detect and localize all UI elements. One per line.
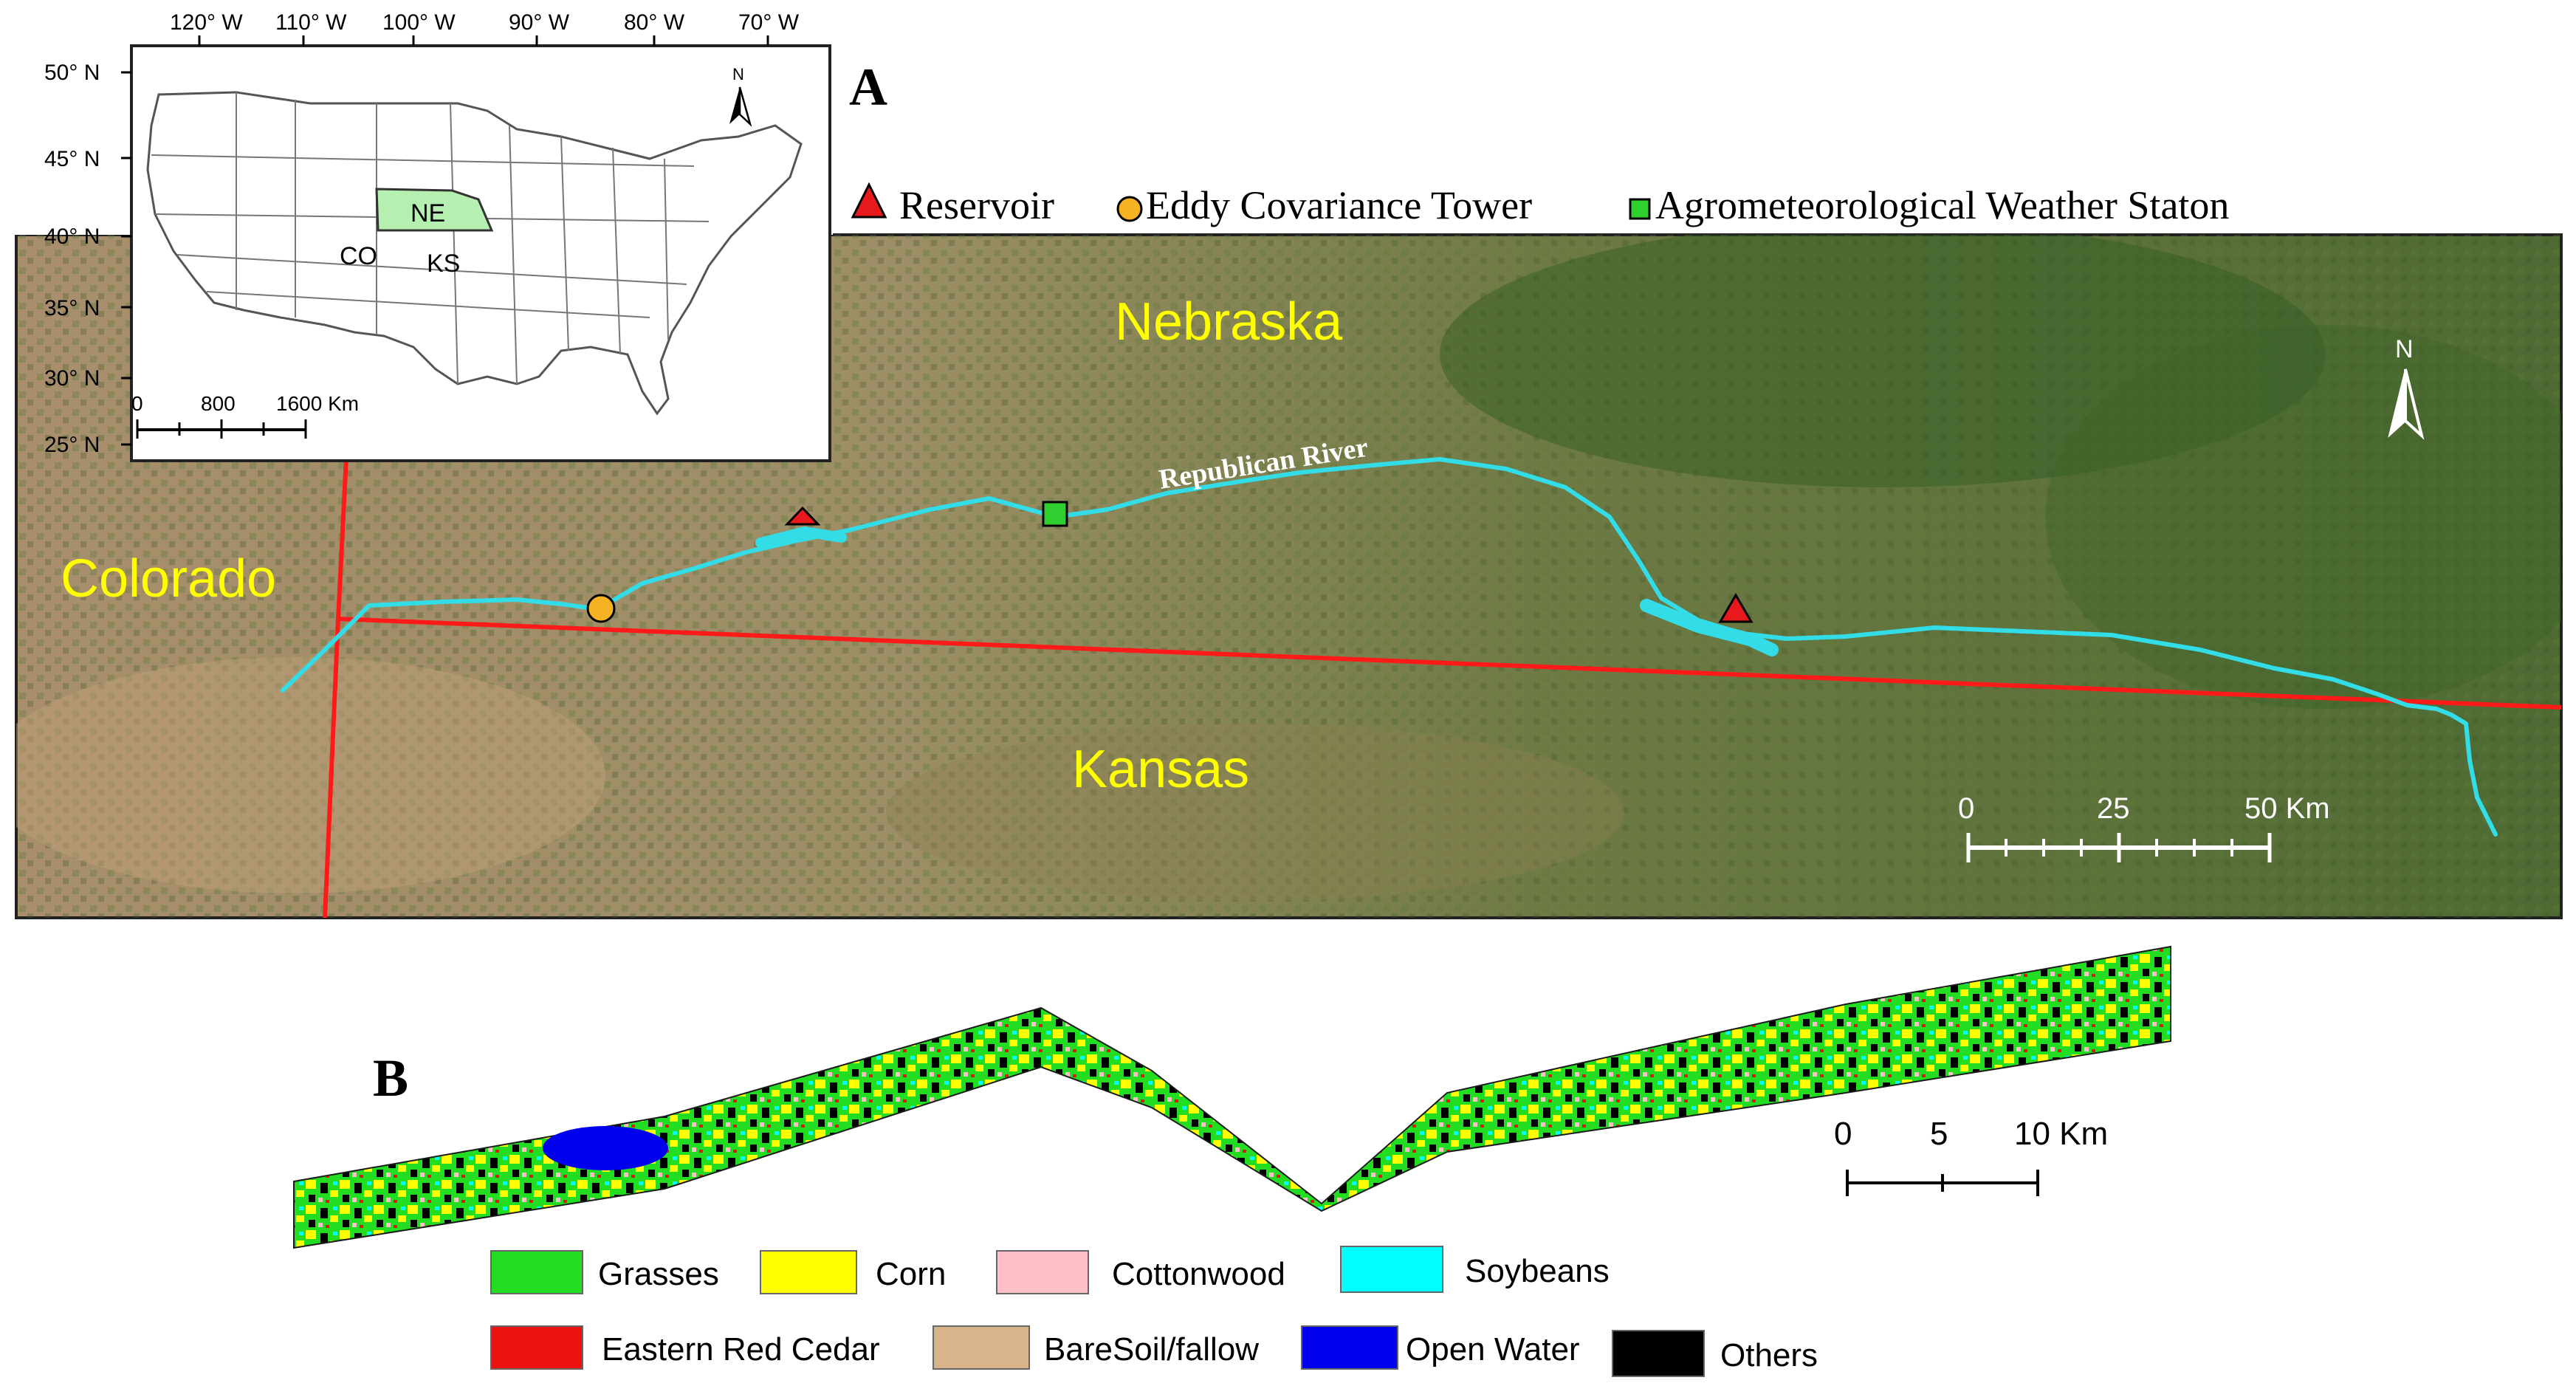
svg-text:Reservoir: Reservoir	[899, 183, 1054, 227]
state-borders	[323, 442, 2562, 919]
nebraska-label: Nebraska	[1115, 292, 1343, 351]
svg-text:50 Km: 50 Km	[2244, 792, 2330, 825]
lon-label: 100° W	[382, 10, 456, 35]
inset-map: 120° W 110° W 100° W 90° W 80° W 70° W 5…	[0, 0, 833, 462]
svg-text:5: 5	[1930, 1116, 1948, 1152]
nebraska-highlight	[375, 188, 494, 232]
legend-baresoil-fallow: BareSoil/fallow	[932, 1325, 1259, 1370]
svg-text:Others: Others	[1720, 1337, 1818, 1373]
svg-text:Agrometeorological Weather Sta: Agrometeorological Weather Staton	[1655, 183, 2229, 227]
legend-eastern-red-cedar: Eastern Red Cedar	[490, 1325, 880, 1370]
svg-text:800: 800	[201, 392, 236, 415]
svg-text:0: 0	[1958, 792, 1974, 825]
lat-label: 25° N	[44, 433, 100, 457]
open-water-patch	[543, 1126, 668, 1170]
legend-others: Others	[1612, 1330, 1818, 1377]
north-arrow-icon: N	[2388, 335, 2425, 440]
svg-text:1600 Km: 1600 Km	[276, 392, 359, 415]
classification-scale-bar: 0 5 10 Km	[1834, 1116, 2108, 1196]
svg-text:0: 0	[1834, 1116, 1852, 1152]
inset-north-arrow-icon: N	[729, 65, 752, 127]
lon-label: 120° W	[170, 10, 243, 35]
ks-label: KS	[427, 250, 460, 278]
svg-text:N: N	[2395, 335, 2414, 363]
colorado-label: Colorado	[61, 549, 276, 608]
svg-text:Corn: Corn	[876, 1256, 946, 1292]
land-cover-classification-map	[293, 945, 2171, 1249]
legend-cottonwood: Cottonwood	[996, 1250, 1285, 1294]
panel-a-label: A	[849, 58, 887, 117]
lat-label: 50° N	[44, 61, 100, 85]
svg-text:Soybeans: Soybeans	[1465, 1253, 1610, 1289]
panel-b-label: B	[373, 1049, 408, 1108]
legend-reservoir: Reservoir	[851, 182, 1054, 227]
svg-text:Grasses: Grasses	[598, 1256, 719, 1292]
nebraska-kansas-border	[335, 617, 2562, 710]
svg-text:Eddy Covariance Tower: Eddy Covariance Tower	[1146, 183, 1532, 227]
lon-label: 70° W	[738, 10, 800, 35]
republican-river	[281, 457, 2498, 837]
lon-label: 90° W	[509, 10, 570, 35]
lon-label: 80° W	[624, 10, 685, 35]
svg-text:0: 0	[131, 392, 143, 415]
legend-soybeans: Soybeans	[1340, 1246, 1610, 1293]
svg-text:Open Water: Open Water	[1406, 1331, 1580, 1367]
svg-text:N: N	[732, 65, 744, 83]
legend-grasses: Grasses	[490, 1250, 719, 1294]
lat-label: 30° N	[44, 366, 100, 391]
kansas-label: Kansas	[1072, 740, 1249, 799]
eddy-covariance-tower-marker	[586, 594, 616, 623]
weather-station-marker	[1042, 501, 1068, 527]
legend-corn: Corn	[760, 1250, 946, 1294]
land-cover-legend: Grasses Corn Cottonwood Soybeans Eastern…	[490, 1246, 1818, 1377]
svg-text:Cottonwood: Cottonwood	[1112, 1256, 1285, 1292]
legend-eddy-tower: Eddy Covariance Tower	[1116, 183, 1532, 227]
legend-weather-station: Agrometeorological Weather Staton	[1629, 183, 2229, 227]
map-scale-bar: 0 25 50 Km	[1958, 792, 2330, 862]
svg-text:BareSoil/fallow: BareSoil/fallow	[1044, 1331, 1259, 1367]
svg-text:10 Km: 10 Km	[2014, 1116, 2108, 1152]
lat-label: 45° N	[44, 147, 100, 171]
inset-scale-bar: 0 800 1600 Km	[131, 392, 359, 439]
svg-text:Eastern Red Cedar: Eastern Red Cedar	[602, 1331, 880, 1367]
co-label: CO	[340, 242, 377, 270]
ne-label: NE	[411, 199, 445, 227]
lat-label: 35° N	[44, 296, 100, 320]
legend-open-water: Open Water	[1301, 1325, 1580, 1370]
usa-outline	[146, 91, 803, 416]
svg-text:25: 25	[2097, 792, 2130, 825]
reservoir-marker-1	[784, 506, 821, 526]
reservoir-marker-2	[1718, 593, 1754, 623]
lon-label: 110° W	[275, 10, 347, 35]
lat-label: 40° N	[44, 224, 100, 249]
